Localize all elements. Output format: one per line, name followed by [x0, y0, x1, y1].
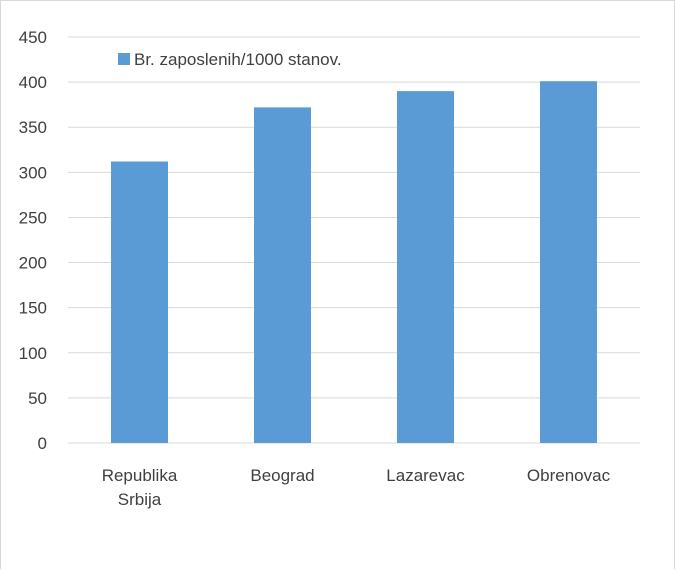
bars — [111, 81, 597, 444]
y-tick-label: 50 — [28, 389, 47, 408]
y-tick-label: 250 — [19, 208, 47, 227]
legend-label: Br. zaposlenih/1000 stanov. — [134, 50, 342, 69]
y-tick-label: 0 — [38, 434, 47, 453]
legend-swatch — [118, 53, 130, 65]
x-tick-label: Srbija — [118, 490, 162, 509]
y-tick-label: 350 — [19, 118, 47, 137]
x-tick-label: Obrenovac — [527, 466, 611, 485]
y-tick-label: 150 — [19, 299, 47, 318]
y-tick-label: 400 — [19, 73, 47, 92]
bar — [397, 91, 454, 443]
bar — [540, 81, 597, 443]
x-tick-label: Republika — [102, 466, 178, 485]
x-axis-labels: Republika Srbija Beograd Lazarevac Obrenovac — [102, 466, 611, 509]
legend: Br. zaposlenih/1000 stanov. — [118, 50, 342, 69]
y-tick-label: 100 — [19, 344, 47, 363]
bar — [254, 107, 311, 443]
bar — [111, 161, 168, 444]
x-tick-label: Lazarevac — [386, 466, 465, 485]
y-axis-ticks: 0 50 100 150 200 250 300 350 400 450 — [19, 28, 47, 453]
y-tick-label: 450 — [19, 28, 47, 47]
x-tick-label: Beograd — [250, 466, 314, 485]
y-tick-label: 300 — [19, 163, 47, 182]
y-tick-label: 200 — [19, 254, 47, 273]
